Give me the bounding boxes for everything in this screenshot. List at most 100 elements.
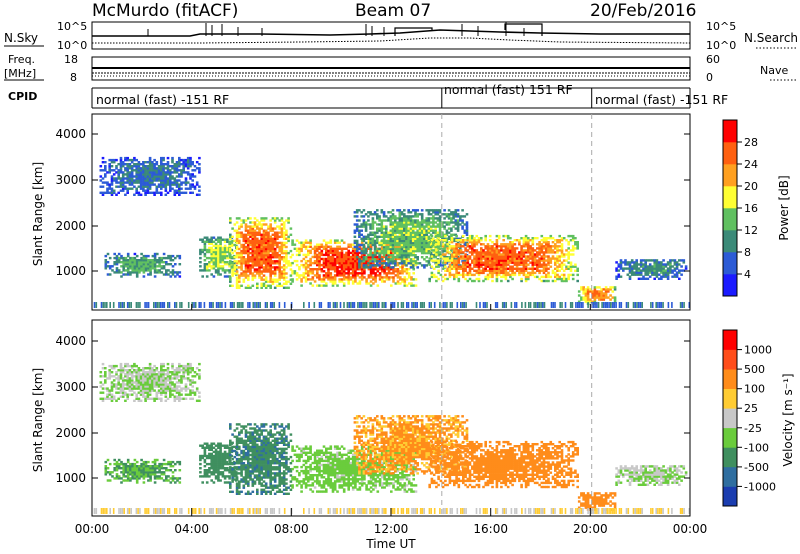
power-cell-6 bbox=[504, 277, 508, 281]
power-cell-5 bbox=[414, 227, 417, 230]
power-cell-5 bbox=[398, 256, 402, 259]
noise-left-tick-top: 10^5 bbox=[57, 20, 87, 33]
power-cell-0 bbox=[135, 177, 138, 180]
power-cell-1 bbox=[158, 256, 161, 260]
power-cell-6 bbox=[497, 263, 501, 266]
power-cell-2 bbox=[203, 267, 207, 270]
power-cell-3 bbox=[253, 270, 257, 273]
power-cell-4 bbox=[358, 282, 362, 285]
power-cell-1 bbox=[178, 263, 182, 266]
power-cell-3 bbox=[282, 272, 286, 275]
power-cell-3 bbox=[287, 219, 290, 222]
power-cell-2 bbox=[219, 242, 222, 245]
power-cell-4 bbox=[320, 270, 324, 273]
power-cell-4 bbox=[385, 274, 389, 277]
power-cell-5 bbox=[416, 262, 419, 265]
power-cell-5 bbox=[362, 266, 366, 269]
power-cell-0 bbox=[137, 161, 141, 164]
power-cell-3 bbox=[282, 282, 286, 285]
power-cell-6 bbox=[565, 265, 568, 268]
power-cell-0 bbox=[198, 185, 201, 188]
power-cell-0 bbox=[124, 158, 127, 162]
power-cell-6 bbox=[506, 261, 510, 264]
power-cell-5 bbox=[380, 258, 384, 261]
power-cell-0 bbox=[189, 165, 192, 168]
power-cell-4 bbox=[327, 263, 330, 267]
power-cell-3 bbox=[231, 274, 234, 277]
power-cell-5 bbox=[355, 241, 359, 245]
power-cell-1 bbox=[144, 265, 148, 268]
power-cell-0 bbox=[137, 193, 141, 196]
power-cell-6 bbox=[497, 249, 501, 252]
power-cell-3 bbox=[249, 235, 252, 238]
power-cell-3 bbox=[262, 256, 266, 259]
power-cell-8 bbox=[622, 267, 625, 270]
power-cell-0 bbox=[155, 167, 159, 170]
power-cell-3 bbox=[260, 282, 263, 285]
power-cell-6 bbox=[464, 253, 467, 256]
power-cell-6 bbox=[506, 271, 510, 275]
velocity-cell-0 bbox=[126, 385, 129, 388]
power-cell-1 bbox=[135, 271, 139, 274]
power-cell-8 bbox=[651, 273, 654, 276]
power-cell-3 bbox=[249, 251, 252, 255]
power-cell-3 bbox=[276, 268, 279, 271]
power-cell-5 bbox=[465, 227, 469, 230]
power-cell-7 bbox=[604, 292, 608, 295]
power-cell-4 bbox=[347, 263, 350, 267]
power-cell-3 bbox=[260, 262, 263, 265]
power-cell-6 bbox=[576, 267, 579, 270]
power-cell-0 bbox=[108, 165, 111, 168]
power-cell-4 bbox=[327, 268, 330, 271]
power-cell-0 bbox=[182, 165, 185, 168]
power-cell-5 bbox=[398, 209, 402, 212]
power-cell-3 bbox=[238, 254, 241, 257]
power-cell-3 bbox=[269, 268, 272, 271]
power-cell-3 bbox=[262, 219, 266, 222]
power-cell-3 bbox=[242, 233, 246, 236]
power-cell-4 bbox=[385, 278, 389, 281]
velocity-cell-0 bbox=[101, 367, 105, 370]
power-cell-5 bbox=[360, 243, 363, 247]
power-cell-6 bbox=[453, 263, 456, 266]
power-cell-4 bbox=[392, 270, 395, 273]
power-cell-0 bbox=[119, 163, 123, 166]
power-cell-5 bbox=[398, 254, 402, 257]
power-cell-0 bbox=[119, 181, 123, 184]
power-cell-3 bbox=[285, 251, 288, 255]
power-cell-5 bbox=[423, 247, 426, 251]
velocity-cell-0 bbox=[119, 371, 123, 374]
power-ground-scatter bbox=[662, 302, 664, 308]
velocity-cell-0 bbox=[135, 371, 138, 374]
velocity-cell-0 bbox=[128, 364, 132, 368]
velocity-cell-0 bbox=[117, 383, 120, 386]
power-cell-3 bbox=[247, 276, 250, 279]
power-cell-0 bbox=[166, 163, 170, 166]
power-cell-8 bbox=[639, 261, 643, 264]
power-cell-0 bbox=[166, 181, 170, 184]
power-cell-2 bbox=[221, 259, 225, 262]
power-cell-5 bbox=[394, 260, 397, 263]
power-cell-2 bbox=[212, 275, 216, 278]
power-cell-6 bbox=[540, 247, 544, 250]
power-cell-4 bbox=[340, 259, 344, 263]
power-cell-0 bbox=[110, 177, 114, 180]
power-cell-5 bbox=[429, 251, 433, 255]
power-cell-4 bbox=[349, 278, 353, 281]
power-cell-3 bbox=[273, 274, 277, 277]
power-cell-1 bbox=[144, 269, 148, 272]
power-cell-4 bbox=[322, 261, 326, 265]
velocity-cell-0 bbox=[112, 385, 116, 388]
power-cell-0 bbox=[133, 165, 136, 168]
power-cell-6 bbox=[500, 257, 503, 260]
power-cell-8 bbox=[642, 277, 645, 280]
power-ground-scatter bbox=[318, 302, 321, 308]
power-cell-5 bbox=[394, 231, 397, 234]
power-cell-6 bbox=[538, 269, 541, 272]
velocity-cell-0 bbox=[110, 375, 114, 378]
power-cell-6 bbox=[574, 265, 577, 268]
power-cell-4 bbox=[340, 257, 344, 261]
power-cell-3 bbox=[260, 235, 263, 238]
power-cell-5 bbox=[355, 227, 359, 230]
power-cell-5 bbox=[367, 254, 370, 257]
